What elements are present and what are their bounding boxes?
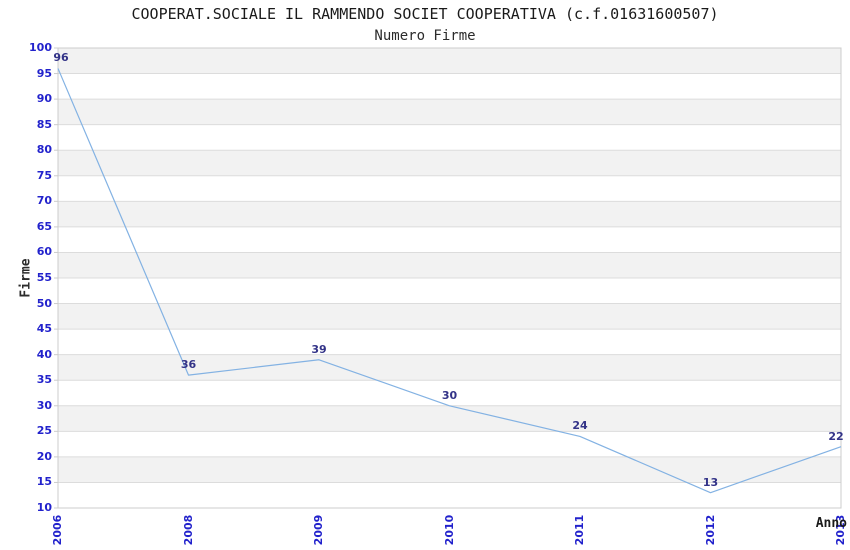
y-tick-label: 15: [36, 475, 52, 489]
plot-border: [57, 47, 842, 509]
y-tick-label: 55: [36, 271, 52, 284]
x-tick-label: 2008: [181, 514, 195, 546]
plot-band: [58, 456, 841, 483]
data-label: 36: [180, 358, 197, 372]
data-label: 30: [441, 388, 458, 402]
y-tick-label: 80: [36, 143, 52, 157]
plot-band: [58, 354, 841, 381]
x-axis-title: Anno: [815, 516, 847, 531]
data-label: 24: [572, 419, 588, 433]
x-tick-label: 2006: [51, 514, 64, 546]
y-tick-label: 20: [36, 449, 52, 463]
plot-band: [58, 150, 841, 176]
y-tick-label: 30: [36, 398, 52, 412]
y-tick-label: 10: [36, 501, 52, 514]
chart-subtitle: Numero Firme: [374, 28, 476, 44]
plot-band: [58, 252, 841, 278]
y-tick-label: 90: [36, 92, 52, 106]
plot-band: [58, 201, 841, 227]
y-tick-label: 25: [36, 424, 52, 438]
data-label: 22: [828, 429, 844, 443]
plot-band: [58, 405, 841, 432]
chart-title: COOPERAT.SOCIALE IL RAMMENDO SOCIET COOP…: [131, 5, 719, 23]
plot-band: [58, 48, 841, 74]
x-tick-label: 2011: [573, 514, 586, 546]
y-tick-label: 70: [36, 194, 52, 208]
x-tick-label: 2012: [703, 514, 717, 546]
y-tick-label: 35: [36, 373, 52, 387]
data-label: 96: [53, 51, 69, 65]
y-tick-label: 100: [29, 41, 52, 54]
y-tick-label: 65: [36, 219, 52, 233]
y-tick-label: 95: [36, 66, 52, 80]
x-tick-label: 2009: [312, 514, 325, 546]
y-tick-label: 40: [36, 347, 52, 361]
x-tick-label: 2010: [442, 514, 456, 546]
series-line: [57, 68, 842, 494]
y-tick-label: 60: [36, 245, 52, 259]
y-tick-label: 85: [36, 117, 52, 131]
plot-band: [58, 303, 841, 330]
data-label: 39: [311, 342, 327, 356]
data-label: 13: [702, 475, 719, 489]
y-tick-label: 45: [36, 322, 52, 336]
y-tick-label: 75: [36, 168, 52, 182]
y-tick-label: 50: [36, 296, 52, 310]
plot-band: [58, 99, 841, 125]
y-axis-title: Firme: [18, 258, 34, 298]
